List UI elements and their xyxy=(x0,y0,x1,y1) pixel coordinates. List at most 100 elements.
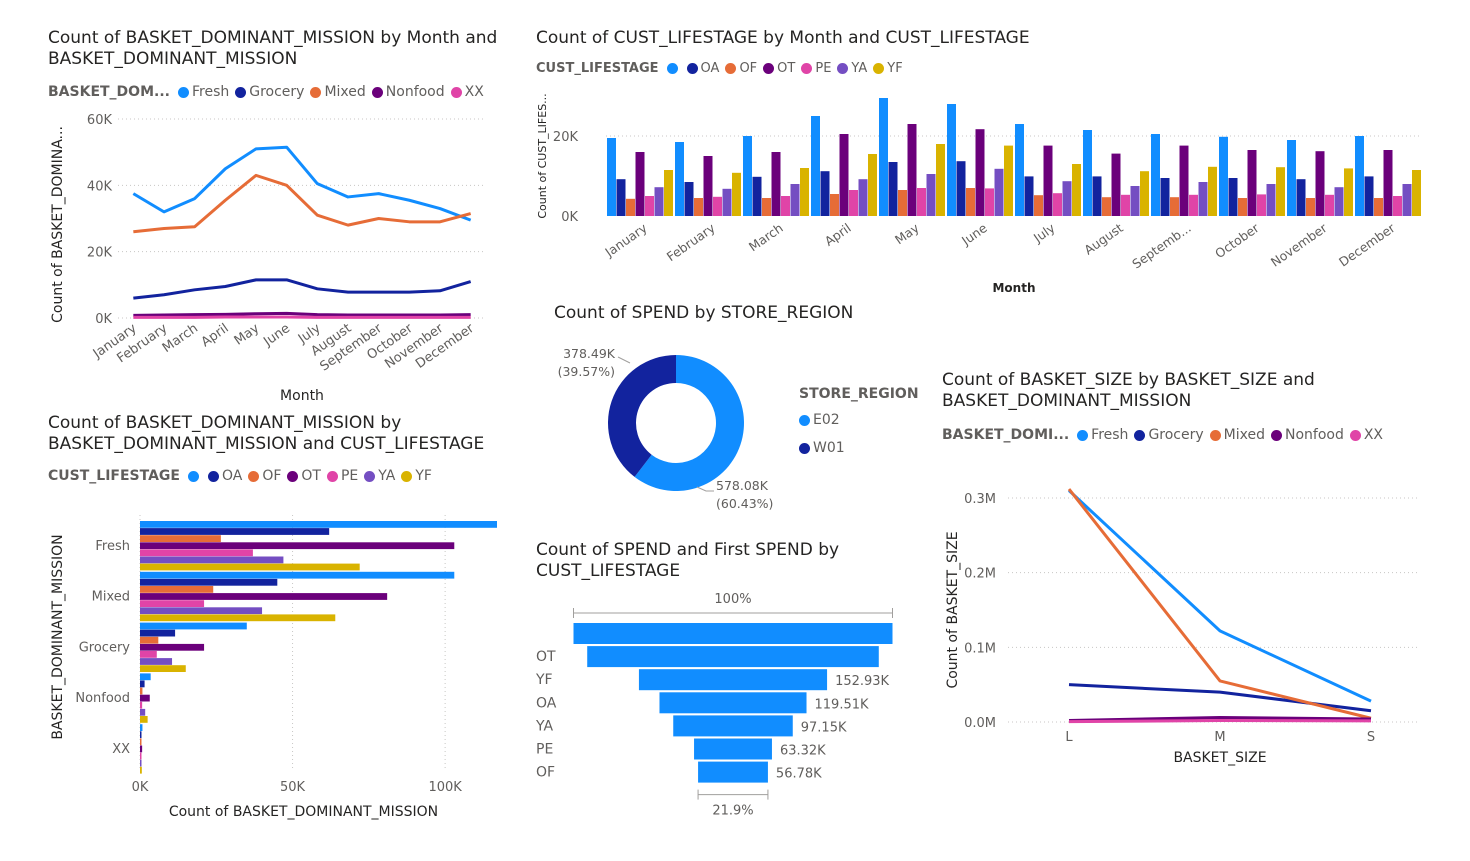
legend-item-mixed[interactable]: Mixed xyxy=(1209,427,1265,443)
bar-pe xyxy=(140,600,205,607)
bar-ot xyxy=(907,124,917,216)
legend[interactable]: CUST_LIFESTAGE OA OF OT PE YA YF xyxy=(536,61,909,76)
bar-pe xyxy=(917,188,926,216)
x-tick-label: S xyxy=(1367,730,1375,745)
legend[interactable]: BASKET_DOMI... Fresh Grocery Mixed Nonfood XX xyxy=(942,427,1389,443)
chart-title: Count of SPEND and First SPEND by CUST_L… xyxy=(536,540,840,581)
legend-item-fresh[interactable]: Fresh xyxy=(177,84,229,100)
legend-item-pe[interactable]: PE xyxy=(801,61,831,76)
bar-blank xyxy=(1151,134,1160,216)
bar-ya xyxy=(654,187,664,216)
legend-item-mixed[interactable]: Mixed xyxy=(310,84,366,100)
bar-oa xyxy=(616,179,626,216)
category-label: OA xyxy=(536,695,557,711)
x-tick-label: June xyxy=(260,321,293,350)
visual-mission-by-lifestage[interactable]: Count of BASKET_DOMINANT_MISSION by BASK… xyxy=(0,405,510,861)
legend-marker xyxy=(799,414,810,426)
legend-item-grocery[interactable]: Grocery xyxy=(235,84,304,100)
bar-ya xyxy=(926,174,936,216)
bar-blank xyxy=(140,571,455,579)
legend-item-grocery[interactable]: Grocery xyxy=(1134,427,1204,443)
legend[interactable]: STORE_REGION E02 W01 xyxy=(799,386,919,468)
bar-yf xyxy=(1344,168,1353,216)
series-line-xx xyxy=(1068,719,1372,724)
x-tick-label: April xyxy=(822,220,854,249)
chart-plot[interactable]: 0K 20K January February March April May June Jul… xyxy=(510,0,1470,300)
legend-item-fresh[interactable]: Fresh xyxy=(1077,427,1128,443)
legend-label: YA xyxy=(851,61,868,76)
x-tick-label: Septemb... xyxy=(1129,220,1193,271)
bar-ot xyxy=(635,152,645,216)
legend-item-ot[interactable]: OT xyxy=(287,468,321,484)
chart-plot[interactable]: 0.0M 0.1M 0.2M 0.3M L M S BASKET_SIZE Count of B… xyxy=(930,360,1470,780)
bar-blank xyxy=(879,98,888,216)
bar-ot xyxy=(1043,145,1053,216)
bar-oa xyxy=(1364,176,1374,216)
x-tick-label: 100K xyxy=(428,780,462,795)
x-tick-label: 0K xyxy=(132,780,149,795)
visual-mission-by-month[interactable]: Count of BASKET_DOMINANT_MISSION by Mont… xyxy=(0,0,510,410)
bar-of xyxy=(1170,197,1179,216)
x-tick-label: May xyxy=(892,220,922,247)
bar-of xyxy=(626,198,635,216)
legend-item-ya[interactable]: YA xyxy=(837,61,867,76)
visual-size-by-mission[interactable]: Count of BASKET_SIZE by BASKET_SIZE and … xyxy=(930,360,1470,780)
legend[interactable]: CUST_LIFESTAGE OA OF OT PE YA YF xyxy=(48,468,438,484)
visual-lifestage-by-month[interactable]: Count of CUST_LIFESTAGE by Month and CUS… xyxy=(510,0,1470,300)
bar-pe xyxy=(140,752,142,760)
legend-item-ot[interactable]: OT xyxy=(763,61,795,76)
legend-label: Nonfood xyxy=(1284,427,1344,443)
bar-ya xyxy=(1062,181,1072,216)
bar-yf xyxy=(1208,166,1217,216)
bar-ot xyxy=(140,593,388,600)
bar-of xyxy=(966,188,975,216)
chart-plot[interactable]: 0K 50K 100K Fresh Mixed Grocery Nonfood XX Count… xyxy=(0,405,510,861)
x-tick-label: October xyxy=(1212,220,1262,261)
legend-item-yf[interactable]: YF xyxy=(401,468,432,484)
legend-marker xyxy=(725,63,737,74)
bar-ot xyxy=(1383,150,1393,216)
legend-item-w01[interactable]: W01 xyxy=(799,440,919,456)
legend-marker xyxy=(364,470,376,482)
bar-pe xyxy=(1325,194,1334,216)
chart-title: Count of BASKET_DOMINANT_MISSION by BASK… xyxy=(48,413,485,454)
legend-item-oa[interactable]: OA xyxy=(207,468,242,484)
legend-item-xx[interactable]: XX xyxy=(1349,427,1383,443)
legend-marker xyxy=(686,63,698,74)
bar-yf xyxy=(1276,167,1285,216)
bar-of xyxy=(140,738,142,746)
bar-ya xyxy=(140,556,284,564)
category-label: YF xyxy=(535,672,553,688)
legend-item-xx[interactable]: XX xyxy=(450,84,484,100)
bar-yf xyxy=(1140,171,1149,216)
legend-item-nonfood[interactable]: Nonfood xyxy=(371,84,445,100)
legend-label: E02 xyxy=(813,412,840,428)
legend-item-yf[interactable]: YF xyxy=(873,61,903,76)
x-axis-title: BASKET_SIZE xyxy=(1173,750,1266,766)
y-tick-label: 0K xyxy=(95,312,112,327)
legend-item-of[interactable]: OF xyxy=(248,468,281,484)
bar-of xyxy=(140,535,221,542)
bar-pe xyxy=(140,549,253,557)
bar-blank xyxy=(1015,124,1024,216)
visual-spend-by-region[interactable]: Count of SPEND by STORE_REGION 578.08K (6… xyxy=(520,295,940,525)
legend[interactable]: BASKET_DOM... Fresh Grocery Mixed Nonfood XX xyxy=(48,84,490,100)
bar-pe xyxy=(781,196,790,216)
legend-item-oa[interactable]: OA xyxy=(686,61,719,76)
legend-item-blank[interactable] xyxy=(666,63,681,74)
chart-plot[interactable]: 100% OT YF 152.93K OA 119.51K YA 97.15K PE 63.32K… xyxy=(520,530,930,861)
legend-item-pe[interactable]: PE xyxy=(326,468,358,484)
legend-item-blank[interactable] xyxy=(187,470,202,482)
legend-item-e02[interactable]: E02 xyxy=(799,412,919,428)
visual-spend-funnel[interactable]: Count of SPEND and First SPEND by CUST_L… xyxy=(520,530,930,861)
legend-item-of[interactable]: OF xyxy=(725,61,757,76)
legend-item-ya[interactable]: YA xyxy=(364,468,395,484)
bar-ot xyxy=(1111,153,1121,216)
bar-oa xyxy=(140,731,142,739)
bar-pe xyxy=(985,188,994,216)
legend-item-nonfood[interactable]: Nonfood xyxy=(1270,427,1344,443)
x-tick-label: August xyxy=(1081,220,1126,257)
chart-plot[interactable]: 578.08K (60.43%) 378.49K (39.57%) xyxy=(520,295,790,525)
bar-ot xyxy=(771,152,781,216)
